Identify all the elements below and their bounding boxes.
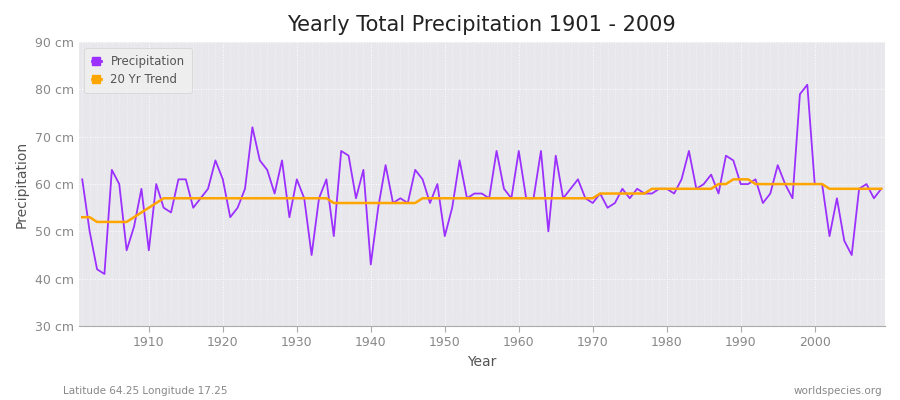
20 Yr Trend — [521, 196, 532, 201]
Text: worldspecies.org: worldspecies.org — [794, 386, 882, 396]
Precipitation — [609, 200, 620, 205]
Precipitation — [306, 253, 317, 258]
Precipitation — [99, 272, 110, 276]
20 Yr Trend — [876, 186, 886, 191]
Precipitation — [143, 248, 154, 253]
20 Yr Trend — [76, 215, 87, 220]
Line: Precipitation: Precipitation — [82, 85, 881, 274]
Line: 20 Yr Trend: 20 Yr Trend — [82, 179, 881, 222]
20 Yr Trend — [728, 177, 739, 182]
Precipitation — [521, 196, 532, 201]
Precipitation — [802, 82, 813, 87]
Precipitation — [76, 177, 87, 182]
20 Yr Trend — [609, 191, 620, 196]
Precipitation — [351, 196, 362, 201]
20 Yr Trend — [306, 196, 317, 201]
20 Yr Trend — [143, 205, 154, 210]
Title: Yearly Total Precipitation 1901 - 2009: Yearly Total Precipitation 1901 - 2009 — [287, 15, 676, 35]
20 Yr Trend — [513, 196, 524, 201]
Y-axis label: Precipitation: Precipitation — [15, 140, 29, 228]
Legend: Precipitation, 20 Yr Trend: Precipitation, 20 Yr Trend — [85, 48, 192, 93]
X-axis label: Year: Year — [467, 355, 497, 369]
20 Yr Trend — [351, 200, 362, 205]
20 Yr Trend — [92, 220, 103, 224]
Text: Latitude 64.25 Longitude 17.25: Latitude 64.25 Longitude 17.25 — [63, 386, 228, 396]
Precipitation — [513, 148, 524, 153]
Precipitation — [876, 186, 886, 191]
